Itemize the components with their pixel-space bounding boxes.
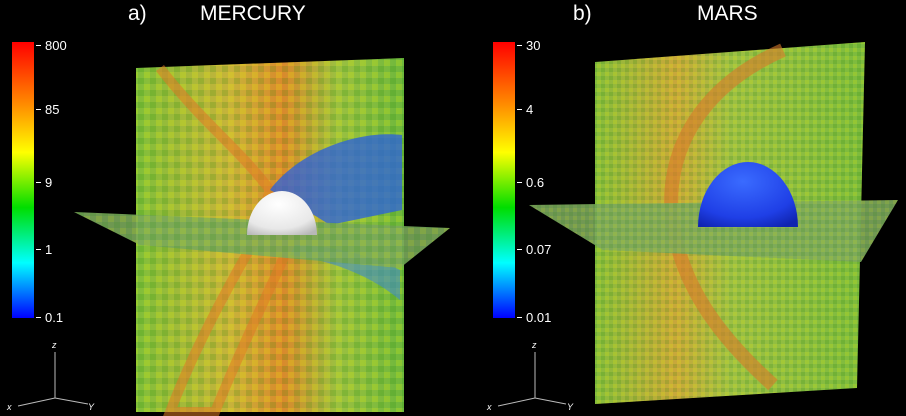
- planet-sphere: [247, 191, 317, 235]
- axis-y-label: Y: [88, 402, 95, 412]
- simulation-render: z x Y: [6, 58, 450, 416]
- axis-y-line: [534, 397, 567, 405]
- axis-x-label: x: [6, 402, 12, 412]
- colorbar-tick-label: 0.01: [526, 310, 552, 325]
- colorbar-tick: [36, 182, 41, 183]
- panel-letter: b): [573, 2, 592, 25]
- axis-z-label: z: [51, 340, 57, 350]
- panel-mars: b) MARS 30 4 0.6 0.07 0.01: [453, 0, 906, 416]
- panel-letter: a): [128, 2, 147, 25]
- axis-y-line: [54, 397, 89, 405]
- colorbar-tick: [36, 109, 41, 110]
- planet-sphere: [698, 162, 798, 227]
- panel-title: MARS: [697, 2, 758, 25]
- colorbar-tick-label: 0.07: [526, 242, 552, 257]
- colorbar-tick-label: 9: [45, 175, 53, 190]
- colorbar-tick: [517, 182, 522, 183]
- colorbar-tick: [36, 317, 41, 318]
- axis-y-label: Y: [567, 402, 574, 412]
- colorbar-tick-label: 30: [526, 38, 541, 53]
- panel-mercury: a) MERCURY 800 85 9 1 0.1: [6, 2, 450, 416]
- axis-x-label: x: [486, 402, 492, 412]
- axis-x-line: [17, 397, 56, 407]
- colorbar-tick: [517, 317, 522, 318]
- colorbar-tick-label: 0.1: [45, 310, 64, 325]
- colorbar: 30 4 0.6 0.07 0.01: [493, 38, 551, 325]
- colorbar-tick: [517, 109, 522, 110]
- axis-x-line: [497, 397, 536, 407]
- axis-z-label: z: [531, 340, 537, 350]
- colorbar-tick-label: 0.6: [526, 175, 545, 190]
- colorbar: 800 85 9 1 0.1: [12, 38, 67, 325]
- simulation-render: z x Y: [486, 42, 898, 412]
- panel-title: MERCURY: [200, 2, 306, 25]
- colorbar-tick-label: 1: [45, 242, 53, 257]
- colorbar-tick: [517, 45, 522, 46]
- colorbar-tick-label: 800: [45, 38, 67, 53]
- colorbar-tick: [36, 45, 41, 46]
- colorbar-tick: [517, 249, 522, 250]
- colorbar-tick-label: 85: [45, 102, 60, 117]
- colorbar-tick: [36, 249, 41, 250]
- colorbar-tick-label: 4: [526, 102, 534, 117]
